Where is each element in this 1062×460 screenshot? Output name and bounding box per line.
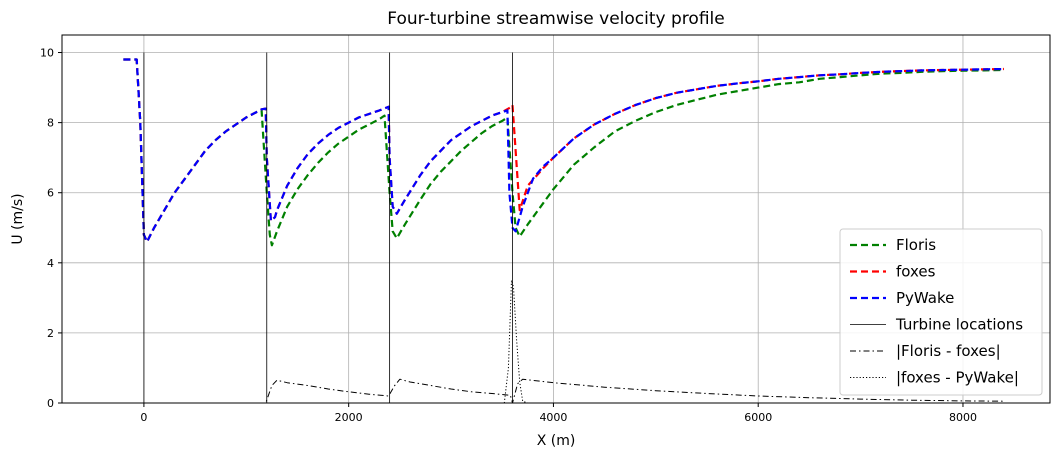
x-tick-label: 6000 — [744, 411, 772, 424]
legend-label-floris-foxes: |Floris - foxes| — [896, 342, 1001, 360]
x-tick-label: 4000 — [539, 411, 567, 424]
chart-title: Four-turbine streamwise velocity profile — [387, 9, 724, 29]
legend: Floris foxes PyWake Turbine locations |Flori… — [839, 228, 1043, 396]
x-tick-label: 2000 — [335, 411, 363, 424]
y-tick-label: 4 — [47, 257, 54, 270]
y-tick-label: 10 — [40, 47, 54, 60]
legend-label-turbine-locations: Turbine locations — [895, 316, 1023, 334]
x-tick-label: 8000 — [949, 411, 977, 424]
legend-label-foxes: foxes — [896, 263, 936, 281]
series-group — [123, 52, 1004, 404]
y-tick-label: 0 — [47, 397, 54, 410]
series-line-floris-foxes — [123, 378, 1004, 404]
plot-frame — [61, 34, 1051, 404]
y-tick-label: 8 — [47, 117, 54, 130]
y-tick-label: 2 — [47, 327, 54, 340]
y-axis-title: U (m/s) — [10, 193, 26, 244]
y-tick-label: 6 — [47, 187, 54, 200]
series-line-pywake — [123, 58, 1004, 243]
legend-label-foxes-pywake: |foxes - PyWake| — [896, 369, 1019, 387]
axis-ticks: 0 2000 4000 6000 8000 0 2 4 6 8 10 — [40, 47, 977, 424]
x-axis-title: X (m) — [537, 433, 576, 449]
legend-label-pywake: PyWake — [896, 289, 954, 307]
legend-label-floris: Floris — [896, 236, 936, 254]
legend-box — [839, 228, 1043, 396]
series-line-foxes-pywake — [123, 279, 1004, 404]
x-tick-label: 0 — [140, 411, 147, 424]
